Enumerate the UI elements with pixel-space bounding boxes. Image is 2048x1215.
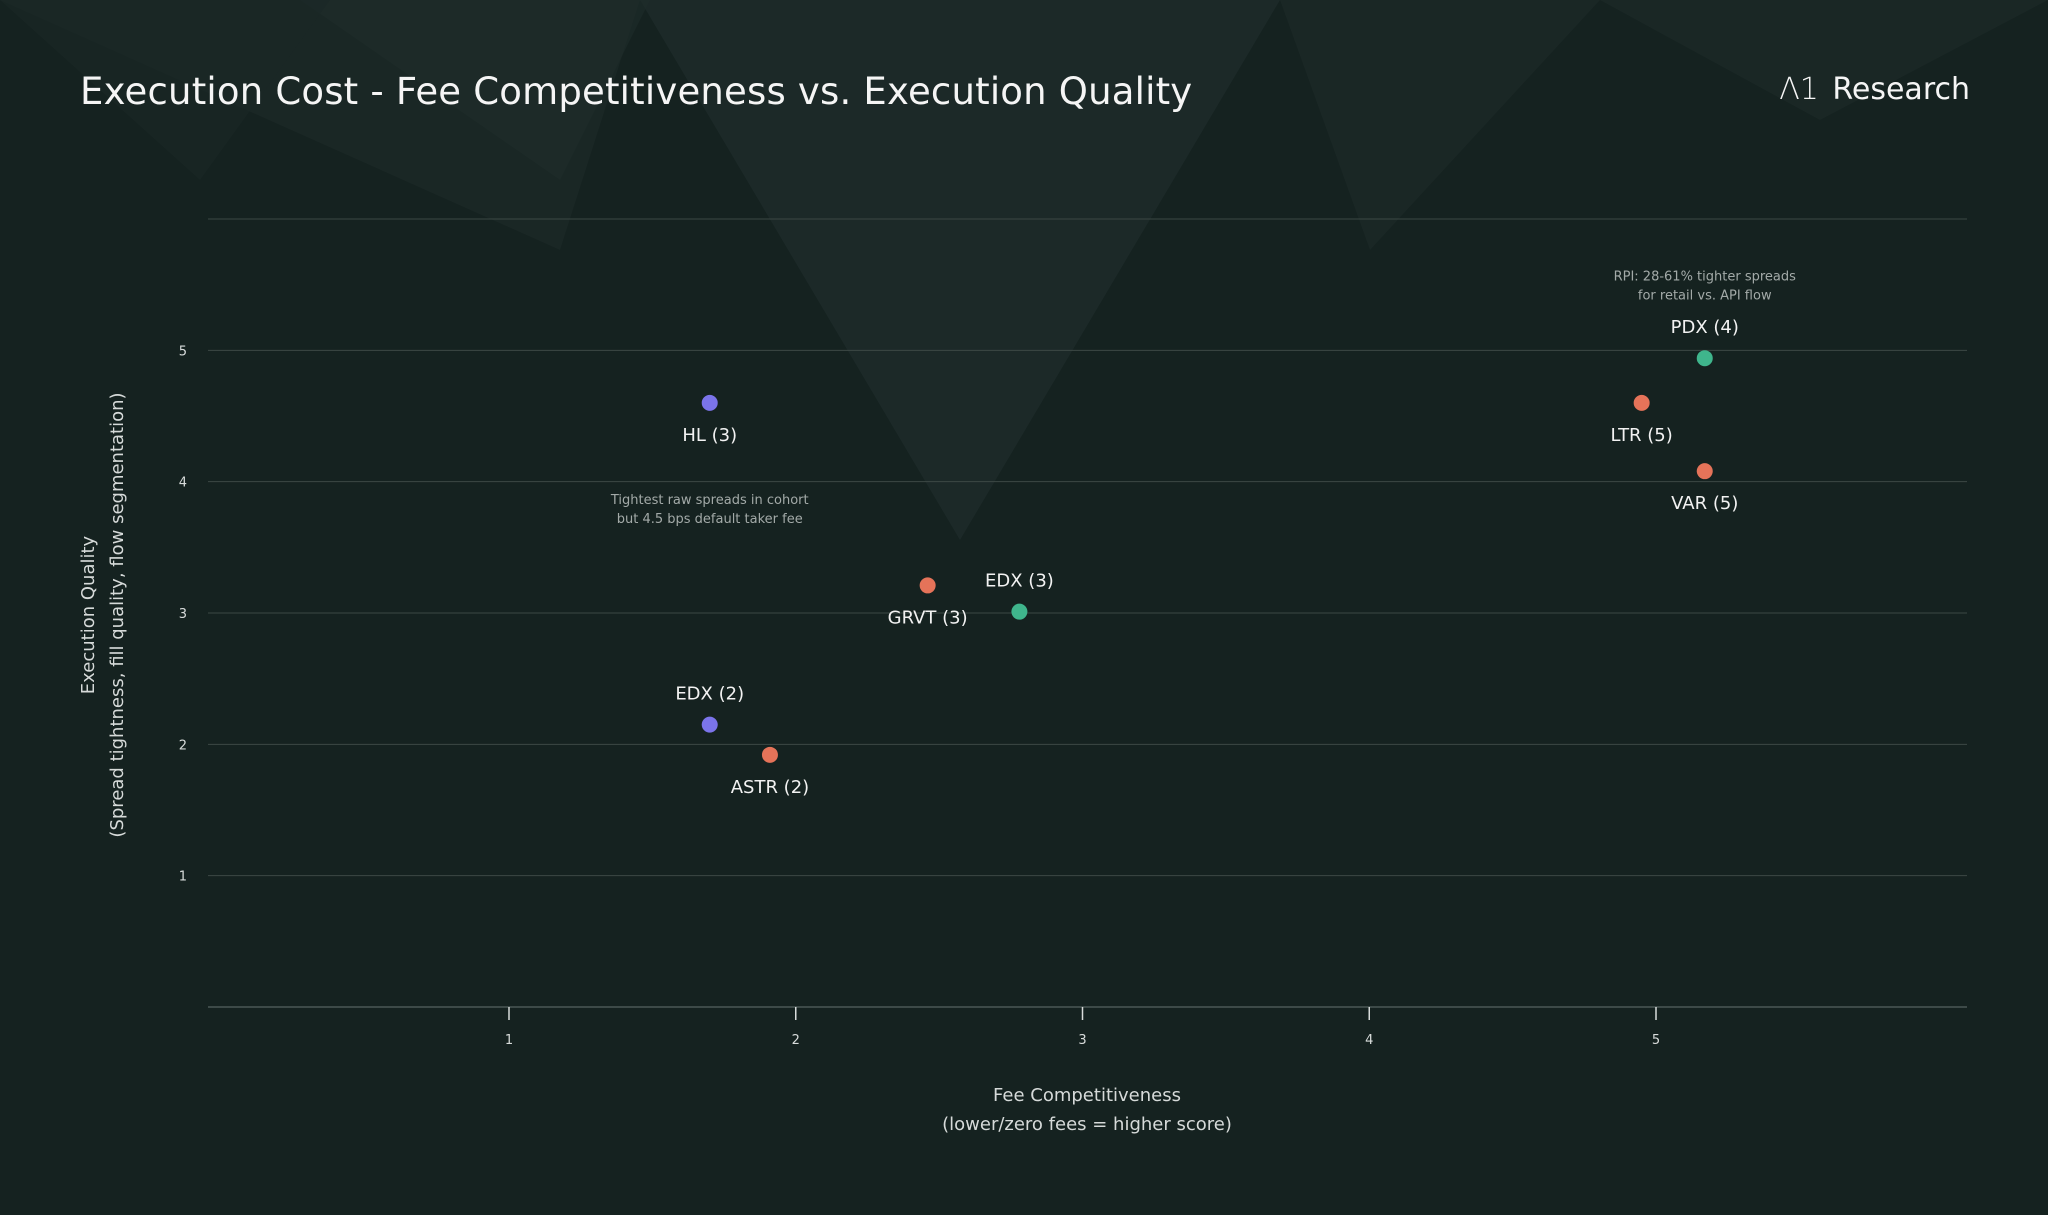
- x-tick-label: 3: [1078, 1033, 1086, 1048]
- y-tick-label: 5: [179, 344, 187, 359]
- page-title: Execution Cost - Fee Competitiveness vs.…: [80, 70, 1193, 113]
- point-label: PDX (4): [1671, 317, 1739, 338]
- data-point: [1696, 463, 1713, 480]
- point-label: EDX (3): [985, 571, 1054, 592]
- y-axis-subtitle: (Spread tightness, fill quality, flow se…: [107, 392, 128, 837]
- annotation-text: but 4.5 bps default taker fee: [617, 512, 803, 527]
- annotation-text: Tightest raw spreads in cohort: [610, 493, 809, 508]
- data-point: [1011, 603, 1028, 620]
- brand-logo: Λ1 Research: [1779, 72, 1970, 107]
- y-tick-label: 2: [179, 738, 187, 753]
- brand-name: Research: [1832, 72, 1970, 107]
- y-tick-label: 3: [179, 607, 187, 622]
- x-tick-label: 2: [792, 1033, 800, 1048]
- data-point: [701, 394, 718, 411]
- point-label: ASTR (2): [731, 777, 809, 798]
- data-point: [761, 746, 778, 763]
- x-axis-title: Fee Competitiveness: [993, 1085, 1181, 1106]
- data-point: [1633, 394, 1650, 411]
- x-tick-label: 5: [1652, 1033, 1660, 1048]
- point-label: HL (3): [682, 425, 737, 446]
- data-point: [919, 577, 936, 594]
- data-point: [1696, 350, 1713, 367]
- x-tick-label: 1: [505, 1033, 513, 1048]
- x-tick-label: 4: [1365, 1033, 1373, 1048]
- brand-mark: Λ1: [1779, 72, 1819, 107]
- point-label: GRVT (3): [888, 607, 968, 628]
- point-label: EDX (2): [675, 684, 744, 705]
- y-axis-title: Execution Quality: [78, 535, 99, 694]
- point-label: VAR (5): [1671, 493, 1738, 514]
- annotation-text: for retail vs. API flow: [1638, 289, 1772, 304]
- annotation-text: RPI: 28-61% tighter spreads: [1614, 270, 1797, 285]
- data-point: [701, 716, 718, 733]
- y-tick-label: 1: [179, 870, 187, 885]
- x-axis-subtitle: (lower/zero fees = higher score): [942, 1114, 1232, 1135]
- point-label: LTR (5): [1611, 425, 1673, 446]
- y-tick-label: 4: [179, 476, 187, 491]
